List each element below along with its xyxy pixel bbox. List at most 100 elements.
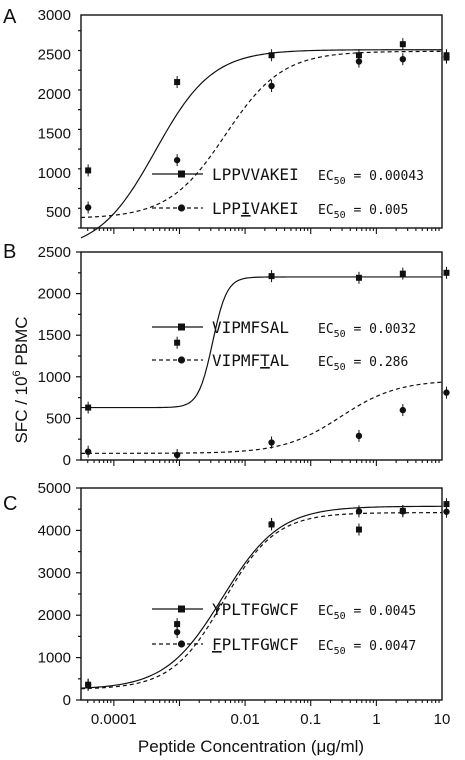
x-tick-label: 0.01 xyxy=(231,711,260,728)
legend-entry: LPPVVAKEI EC50 = 0.00043 xyxy=(152,165,424,187)
ec50-prefix: EC xyxy=(318,322,334,337)
y-tick-label: 3000 xyxy=(38,7,71,24)
y-tick-label: 5000 xyxy=(38,480,71,497)
ec50-prefix: EC xyxy=(318,639,334,654)
fit-curve-vipmftal xyxy=(81,381,443,454)
x-tick-label: 10 xyxy=(434,711,451,728)
legend-marker-square xyxy=(178,605,185,613)
ec50-value: = 0.286 xyxy=(346,355,409,370)
ec50-subscript: 50 xyxy=(334,329,346,340)
series-vipmfsal xyxy=(81,266,450,414)
legend-entry: VIPMFTAL EC50 = 0.286 xyxy=(152,351,408,373)
legend-label: FPLTFGWCF xyxy=(212,635,299,654)
fit-curve-ypltfgwcf xyxy=(80,505,443,689)
legend-label-part: AL xyxy=(270,351,289,370)
x-tick-label: 0.0001 xyxy=(91,711,137,728)
panel-letter: A xyxy=(3,6,17,28)
ec50-subscript: 50 xyxy=(334,362,346,373)
legend-label-part: LPP xyxy=(212,199,241,218)
legend-label: LPPVVAKEI xyxy=(212,165,299,184)
y-tick-label: 1500 xyxy=(38,125,71,142)
y-tick-label: 1000 xyxy=(38,650,71,667)
legend-entry: YPLTFGWCF EC50 = 0.0045 xyxy=(152,600,416,622)
y-tick-label: 500 xyxy=(46,410,71,427)
plot-frame xyxy=(80,14,443,229)
legend-label-part: LPPVVAKEI xyxy=(212,165,299,184)
ec50-label: EC50 = 0.0045 xyxy=(318,604,416,622)
y-tick-label: 2000 xyxy=(38,86,71,103)
ec50-subscript: 50 xyxy=(334,646,346,657)
fit-curve-lppvvakei xyxy=(80,49,442,239)
legend-entry: VIPMFSAL EC50 = 0.0032 xyxy=(152,318,416,340)
ec50-subscript: 50 xyxy=(334,210,346,221)
x-tick-label: 1 xyxy=(372,711,380,728)
legend-label-part: T xyxy=(260,351,270,370)
legend-label-part: YPLTFGWCF xyxy=(212,600,299,619)
panel-letter: C xyxy=(3,493,17,515)
ec50-prefix: EC xyxy=(318,604,334,619)
y-axis-title-superscript: 6 xyxy=(11,370,23,376)
y-tick-label: 2500 xyxy=(38,46,71,63)
y-axis-title: SFC / 106 PBMC xyxy=(11,316,31,443)
ec50-value: = 0.00043 xyxy=(346,169,424,184)
ec50-prefix: EC xyxy=(318,169,334,184)
ec50-value: = 0.0045 xyxy=(346,604,416,619)
legend-marker-square xyxy=(178,323,185,331)
y-tick-label: 2500 xyxy=(38,244,71,261)
legend-label-part: F xyxy=(212,635,222,654)
series-lppivakei xyxy=(80,50,450,219)
legend-marker-circle xyxy=(177,204,186,212)
legend-marker-square xyxy=(178,170,185,178)
fit-curve-vipmfsal xyxy=(81,276,442,409)
ec50-label: EC50 = 0.0032 xyxy=(318,322,416,340)
y-tick-label: 500 xyxy=(46,204,71,221)
panel-letter: B xyxy=(3,241,16,263)
legend-label: LPPIVAKEI xyxy=(212,199,299,218)
legend-marker-circle xyxy=(177,640,186,648)
legend-label: VIPMFSAL xyxy=(212,318,289,337)
ec50-value: = 0.0047 xyxy=(346,639,416,654)
x-axis-title: Peptide Concentration (μg/ml) xyxy=(138,737,364,756)
legend-label-part: VIPMFSAL xyxy=(212,318,289,337)
ec50-subscript: 50 xyxy=(334,611,346,622)
legend-entry: LPPIVAKEI EC50 = 0.005 xyxy=(152,199,408,221)
ec50-label: EC50 = 0.0047 xyxy=(318,639,416,657)
y-tick-label: 1000 xyxy=(38,369,71,386)
y-axis-title-tail: PBMC xyxy=(12,316,31,370)
y-tick-label: 0 xyxy=(63,452,71,469)
y-tick-label: 1500 xyxy=(38,327,71,344)
ec50-label: EC50 = 0.005 xyxy=(318,203,408,221)
legend-label: YPLTFGWCF xyxy=(212,600,299,619)
legend-label-part: VAKEI xyxy=(251,199,299,218)
y-axis-title-main: SFC / 10 xyxy=(12,376,31,443)
panel-c: C 0 1000 2000 3000 4000 5000 0.0001 0.01 0.1 1 10 YP… xyxy=(3,480,450,728)
ec50-prefix: EC xyxy=(318,203,334,218)
ec50-subscript: 50 xyxy=(334,176,346,187)
ec50-value: = 0.0032 xyxy=(346,322,416,337)
legend-marker-circle xyxy=(177,356,186,364)
y-tick-label: 2000 xyxy=(38,607,71,624)
series-ypltfgwcf xyxy=(80,498,450,691)
y-tick-label: 3000 xyxy=(38,565,71,582)
x-tick-label: 0.1 xyxy=(300,711,321,728)
fit-curve-lppivakei xyxy=(80,50,443,219)
plot-frame xyxy=(80,487,443,701)
y-tick-label: 4000 xyxy=(38,522,71,539)
ec50-label: EC50 = 0.00043 xyxy=(318,169,424,187)
y-tick-label: 0 xyxy=(63,692,71,709)
ec50-label: EC50 = 0.286 xyxy=(318,355,408,373)
ec50-prefix: EC xyxy=(318,355,334,370)
fit-curve-fpltfgwcf xyxy=(80,512,442,690)
legend-entry: FPLTFGWCF EC50 = 0.0047 xyxy=(152,635,416,657)
legend-label-part: I xyxy=(241,199,251,218)
y-tick-label: 2000 xyxy=(38,286,71,303)
legend-label-part: VIPMF xyxy=(212,351,260,370)
legend-label: VIPMFTAL xyxy=(212,351,289,370)
series-vipmftal xyxy=(81,381,450,462)
y-tick-label: 1000 xyxy=(38,165,71,182)
ec50-value: = 0.005 xyxy=(346,203,409,218)
